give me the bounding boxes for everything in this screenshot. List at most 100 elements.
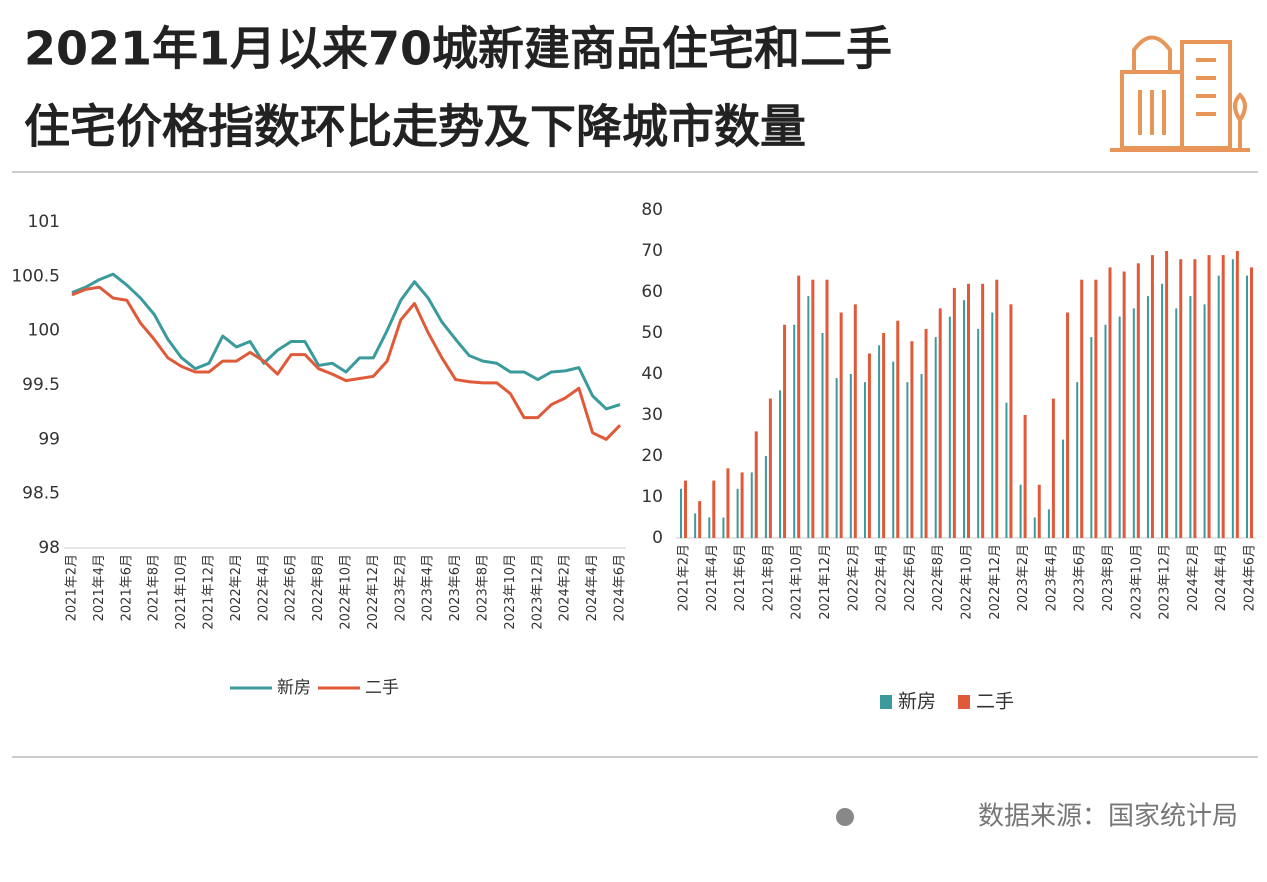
bar [825,279,829,538]
line-series [71,272,621,411]
bar [1175,308,1178,538]
bar [694,513,697,538]
bar [712,480,716,538]
x-tick-label: 2022年8月 [931,544,946,611]
bar [853,304,857,538]
bar [1235,251,1239,538]
bar [1037,484,1041,538]
bar [1023,415,1027,538]
x-tick-label: 2022年8月 [311,554,326,621]
x-tick-label: 2024年4月 [585,554,600,621]
bar [754,431,758,538]
y-tick-label: 50 [641,323,663,343]
x-tick-label: 2022年4月 [875,544,890,611]
x-tick-label: 2021年8月 [147,554,162,621]
bar [797,275,801,538]
y-tick-label: 98.5 [22,484,60,504]
x-tick-label: 2021年4月 [705,544,720,611]
legend-label: 新房 [898,691,936,713]
bar [740,472,744,538]
bar [1066,312,1070,538]
bar [1062,439,1065,538]
x-tick-label: 2023年10月 [1129,544,1144,620]
bar [1019,484,1022,538]
x-tick-label: 2022年10月 [339,554,354,630]
bar [811,279,815,538]
bar [995,279,999,538]
x-tick-label: 2023年2月 [393,554,408,621]
x-tick-label: 2023年10月 [503,554,518,630]
bar [938,308,942,538]
bar [867,353,871,538]
bar [882,333,886,538]
bar [920,374,923,538]
y-tick-label: 30 [641,405,663,425]
bar [1246,275,1248,538]
x-tick-label: 2022年2月 [846,544,861,611]
legend-label: 二手 [365,678,399,698]
bar [821,333,824,538]
bar [1118,316,1121,538]
bar [977,328,980,538]
bar [1203,304,1206,538]
x-tick-label: 2024年6月 [613,554,628,621]
x-tick-label: 2022年10月 [960,544,975,620]
y-tick-label: 101 [28,212,60,232]
bar [783,324,787,538]
bar [952,287,956,538]
title-line: 住宅价格指数环比走势及下降城市数量 [24,100,806,154]
bar [1221,255,1225,538]
bar [906,382,909,538]
line-series [71,285,622,441]
bar [779,390,782,538]
y-tick-label: 70 [641,241,663,261]
x-tick-label: 2021年6月 [119,554,134,621]
x-tick-label: 2022年12月 [988,544,1003,620]
x-tick-label: 2023年2月 [1016,544,1031,611]
bar [878,345,881,538]
bar [981,283,985,538]
x-tick-label: 2021年4月 [92,554,107,621]
x-tick-label: 2021年2月 [65,554,80,621]
x-tick-label: 2021年12月 [202,554,217,630]
bar [1033,517,1036,538]
bar [863,382,866,538]
y-tick-label: 80 [641,200,663,220]
x-tick-label: 2024年2月 [1186,544,1201,611]
x-tick-label: 2023年6月 [448,554,463,621]
bar [1207,255,1211,538]
bar [1090,337,1093,538]
title-line: 2021年1月以来70城新建商品住宅和二手 [24,22,892,76]
bar [1217,275,1220,538]
bar [1193,259,1197,538]
x-tick-label: 2022年6月 [284,554,299,621]
bar [1161,283,1164,538]
bar [1179,259,1183,538]
bar [892,361,895,538]
x-tick-label: 2023年4月 [421,554,436,621]
y-tick-label: 60 [641,282,663,302]
y-tick-label: 100 [28,321,60,341]
bar [1047,509,1050,538]
x-tick-label: 2022年12月 [366,554,381,630]
bar [1150,255,1154,538]
bar [750,472,753,538]
y-tick-label: 98 [38,538,60,558]
bar [1165,251,1169,538]
x-tick-label: 2023年8月 [1101,544,1116,611]
bar [1094,279,1098,538]
x-tick-label: 2023年4月 [1044,544,1059,611]
bar [736,488,739,538]
bar [1136,263,1140,538]
x-tick-label: 2021年8月 [761,544,776,611]
x-tick-label: 2024年2月 [558,554,573,621]
x-tick-label: 2021年10月 [174,554,189,630]
x-tick-label: 2023年12月 [530,554,545,630]
bar [793,324,796,538]
bar [1189,296,1192,538]
bar [910,341,914,538]
x-tick-label: 2022年2月 [229,554,244,621]
bar [967,283,970,538]
y-tick-label: 100.5 [11,266,60,286]
